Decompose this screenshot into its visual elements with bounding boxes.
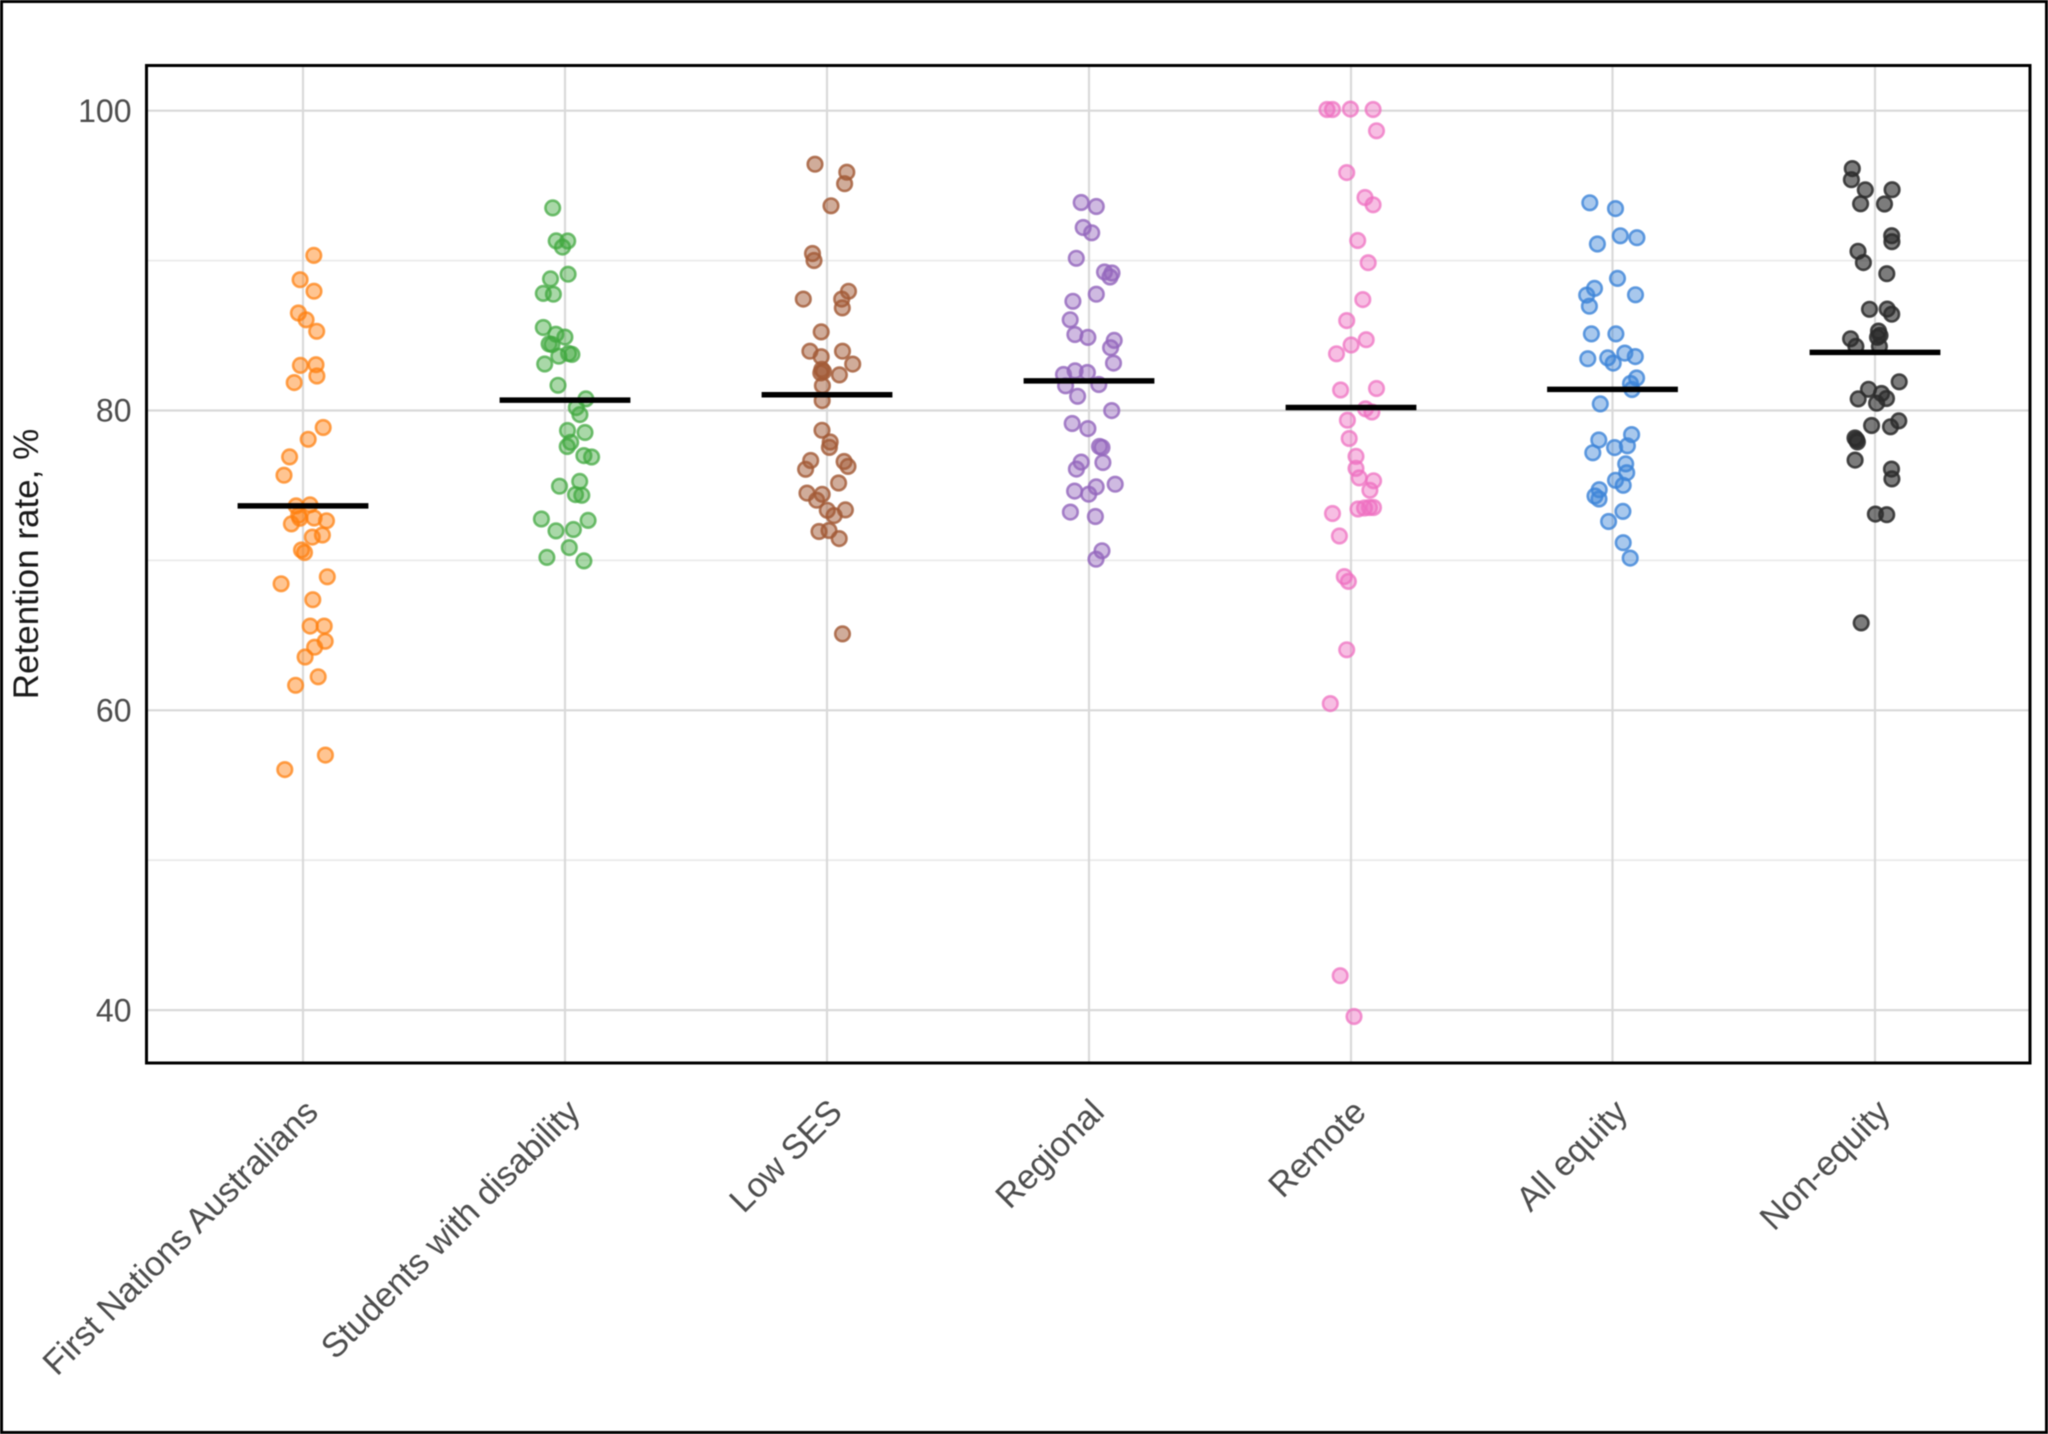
svg-text:Retention rate, %: Retention rate, %	[7, 429, 46, 699]
svg-text:80: 80	[96, 393, 132, 429]
svg-text:40: 40	[96, 992, 132, 1028]
svg-text:100: 100	[78, 93, 131, 129]
svg-text:60: 60	[96, 693, 132, 729]
